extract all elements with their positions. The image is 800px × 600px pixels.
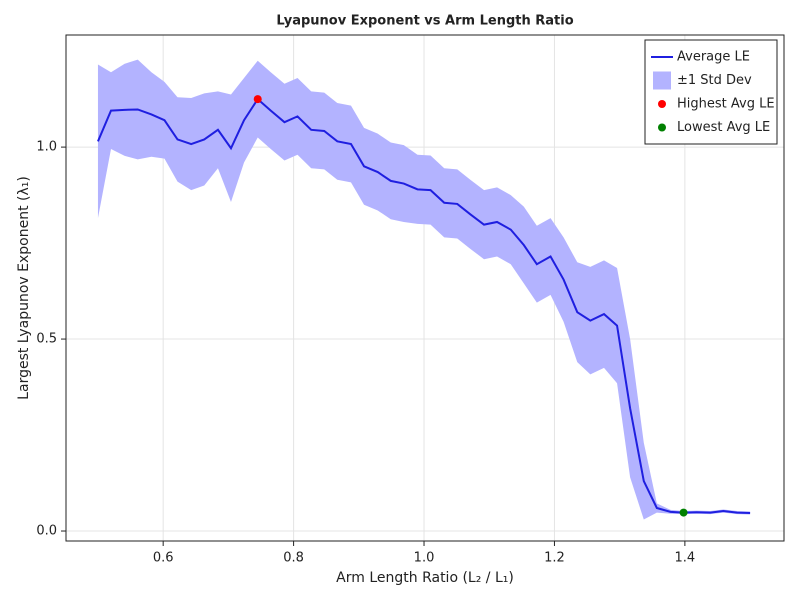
legend-swatch	[658, 123, 666, 132]
y-tick-label: 0.0	[36, 524, 57, 539]
legend-label: ±1 Std Dev	[677, 73, 752, 88]
std-band	[97, 59, 751, 520]
x-tick-label: 0.8	[283, 551, 304, 566]
plot-frame	[65, 34, 785, 542]
legend-swatch	[653, 71, 671, 90]
x-tick-label: 1.2	[544, 551, 565, 566]
chart-title: Lyapunov Exponent vs Arm Length Ratio	[276, 14, 573, 29]
x-axis-label: Arm Length Ratio (L₂ / L₁)	[336, 570, 514, 586]
legend: Average LE ±1 Std Dev Highest Avg LE Lowest…	[644, 39, 778, 145]
x-tick-label: 1.4	[675, 551, 696, 566]
legend-box	[644, 39, 778, 145]
mean-line	[97, 97, 751, 514]
highlight-point	[679, 508, 688, 517]
y-tick-label: 1.0	[36, 140, 57, 155]
x-tick-label: 1.0	[414, 551, 435, 566]
legend-label: Highest Avg LE	[677, 97, 775, 112]
y-axis-label: Largest Lyapunov Exponent (λ₁)	[16, 176, 32, 400]
legend-label: Lowest Avg LE	[677, 120, 770, 135]
legend-label: Average LE	[677, 50, 750, 65]
x-tick-label: 0.6	[153, 551, 174, 566]
y-tick-label: 0.5	[36, 332, 57, 347]
highlight-point	[253, 95, 262, 104]
legend-swatch	[658, 100, 666, 108]
